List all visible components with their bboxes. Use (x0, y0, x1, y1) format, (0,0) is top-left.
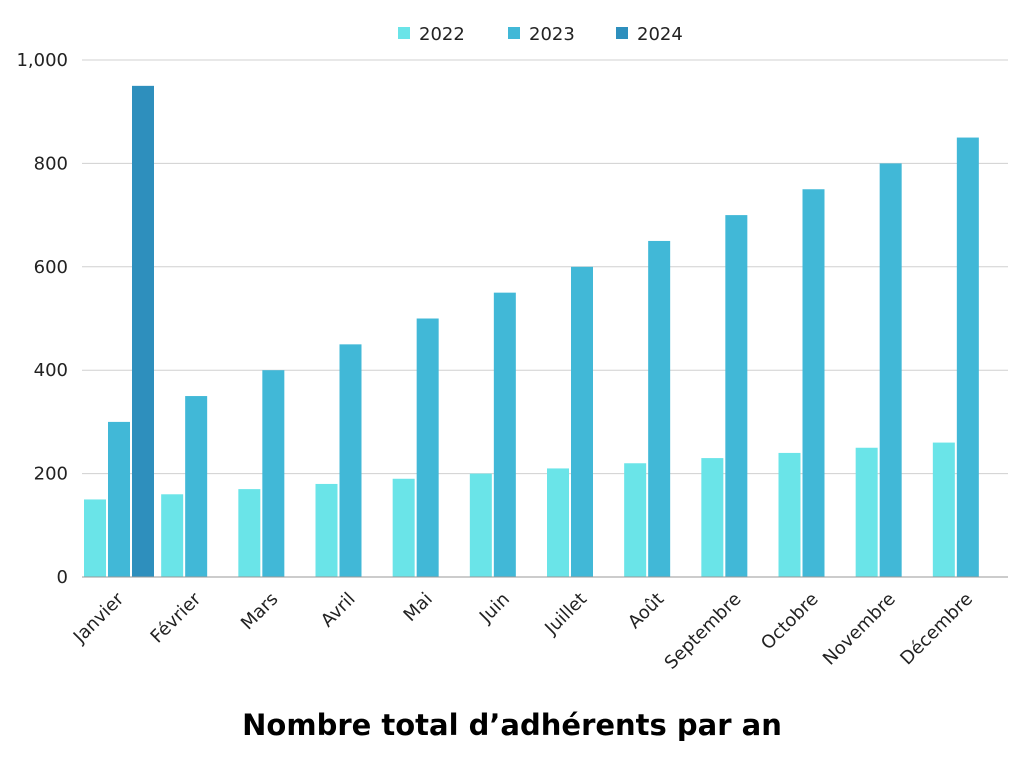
bar-2022-mai (392, 478, 415, 577)
bar-2022-décembre (932, 442, 955, 577)
x-tick-label: Mars (237, 589, 282, 634)
x-tick-label: Novembre (819, 589, 900, 670)
x-tick-label: Juillet (540, 589, 591, 640)
x-tick-label: Mai (400, 589, 437, 626)
bar-2023-mai (416, 318, 439, 577)
y-tick-label: 600 (34, 257, 68, 278)
bar-2023-juin (493, 292, 516, 577)
bar-2022-avril (315, 483, 338, 577)
y-axis-ticks: 0 200 400 600 800 1,000 (16, 50, 68, 588)
bar-2022-juin (469, 473, 492, 577)
x-axis-ticks: Janvier Février Mars Avril Mai Juin Juillet Aoû… (69, 588, 977, 673)
bar-2023-juillet (571, 266, 593, 577)
bar-2023-novembre (879, 163, 902, 577)
x-tick-label: Avril (317, 589, 360, 632)
bar-2023-février (185, 396, 208, 577)
bar-2022-août (624, 463, 647, 577)
legend-swatch-2023 (508, 27, 520, 39)
bar-2022-janvier (84, 499, 106, 577)
legend-swatch-2024 (616, 27, 628, 39)
y-tick-label: 0 (57, 567, 68, 588)
bar-2023-décembre (956, 137, 979, 578)
bar-2022-juillet (547, 468, 569, 577)
bar-2023-avril (339, 344, 362, 577)
legend: 2022 2023 2024 (398, 24, 683, 45)
bar-2023-août (648, 240, 671, 577)
bar-2023-octobre (802, 189, 825, 577)
y-tick-label: 1,000 (16, 50, 68, 71)
gridlines (82, 59, 1008, 475)
x-tick-label: Août (624, 589, 668, 633)
bar-2022-février (161, 494, 184, 577)
x-tick-label: Janvier (69, 588, 129, 648)
legend-label-2023: 2023 (529, 24, 575, 45)
y-tick-label: 400 (34, 360, 68, 381)
bar-2023-janvier (108, 421, 130, 577)
y-tick-label: 200 (34, 464, 68, 485)
bar-2022-octobre (778, 452, 801, 577)
bar-2024-janvier (132, 85, 154, 577)
bar-2023-septembre (725, 215, 748, 577)
bar-2022-mars (238, 489, 261, 577)
bar-2023-mars (262, 370, 285, 577)
x-tick-label: Juin (475, 589, 514, 628)
chart-title: Nombre total d’adhérents par an (242, 708, 782, 742)
x-tick-label: Septembre (661, 589, 746, 674)
bar-2022-septembre (701, 458, 724, 577)
legend-swatch-2022 (398, 27, 410, 39)
legend-label-2024: 2024 (637, 24, 683, 45)
bar-2022-novembre (855, 447, 878, 577)
y-tick-label: 800 (34, 153, 68, 174)
bars (84, 85, 979, 578)
legend-label-2022: 2022 (419, 24, 465, 45)
x-tick-label: Octobre (757, 589, 823, 655)
x-tick-label: Décembre (896, 589, 977, 670)
x-tick-label: Février (147, 588, 206, 647)
